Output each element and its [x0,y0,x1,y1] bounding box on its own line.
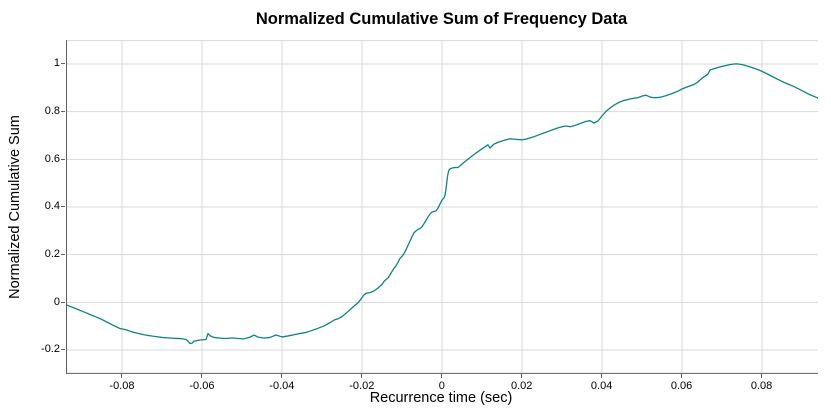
x-tick-mark [601,373,603,378]
plot-area [66,40,818,374]
chart-title: Normalized Cumulative Sum of Frequency D… [255,10,628,28]
y-tick-label: 0.8 [44,104,60,117]
x-tick-mark [761,373,763,378]
y-tick-mark [61,63,65,65]
y-tick-mark [61,158,65,160]
x-tick-mark [121,373,123,378]
y-tick-mark [61,206,65,208]
x-axis-label: Recurrence time (sec) [369,390,513,406]
x-tick-label: -0.04 [269,379,295,392]
x-tick-label: 0 [438,379,445,392]
y-tick-mark [61,253,65,255]
x-tick-label: -0.02 [349,379,375,392]
y-tick-label: 0.6 [44,152,60,165]
y-tick-mark [61,301,65,303]
x-tick-label: 0.08 [750,379,773,392]
x-tick-mark [201,373,203,378]
x-tick-label: 0.06 [670,379,693,392]
x-tick-mark [281,373,283,378]
y-tick-label: 1 [53,57,60,70]
y-tick-mark [61,110,65,112]
x-tick-mark [521,373,523,378]
x-tick-mark [361,373,363,378]
x-tick-label: 0.02 [510,379,533,392]
y-tick-label: 0 [53,295,60,308]
x-tick-label: -0.08 [109,379,135,392]
x-tick-label: 0.04 [590,379,613,392]
y-tick-label: 0.2 [44,247,60,260]
y-tick-label: -0.2 [41,343,60,356]
x-tick-mark [681,373,683,378]
curve-normalized-cumulative-sum [66,63,818,345]
x-tick-mark [441,373,443,378]
x-tick-label: -0.06 [189,379,215,392]
y-tick-label: 0.4 [44,200,60,213]
y-tick-mark [61,349,65,351]
